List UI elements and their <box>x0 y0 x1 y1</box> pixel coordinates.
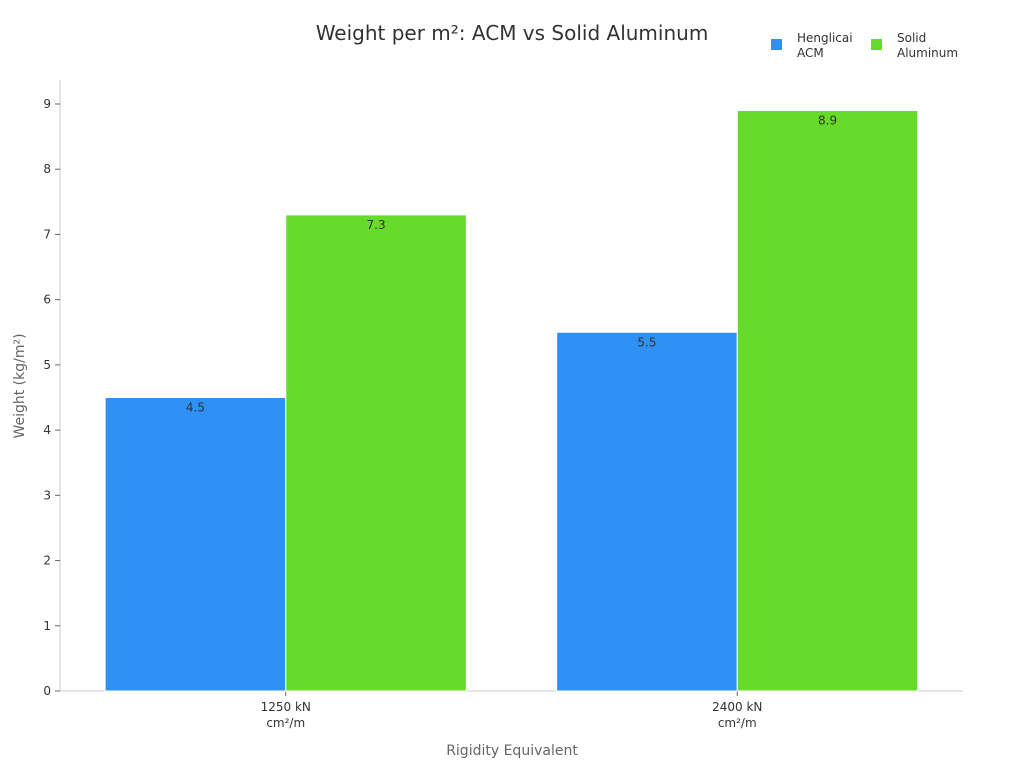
data-label: 7.3 <box>367 218 386 232</box>
x-axis-title: Rigidity Equivalent <box>446 743 578 759</box>
legend-label: Solid Aluminum <box>897 31 958 60</box>
bar <box>285 214 467 692</box>
y-tick-label: 3 <box>43 488 51 502</box>
legend: Henglicai ACM Solid Aluminum <box>771 31 958 60</box>
bar <box>104 397 287 692</box>
y-tick-label: 0 <box>43 684 51 698</box>
x-axis: 1250 kN cm²/m 2400 kN cm²/m <box>60 690 963 730</box>
y-tick-label: 7 <box>43 227 51 241</box>
y-tick-label: 8 <box>43 162 51 176</box>
chart-title: Weight per m²: ACM vs Solid Aluminum <box>316 21 709 45</box>
legend-label: Henglicai ACM <box>797 31 853 60</box>
bar <box>736 110 919 692</box>
bar <box>556 331 738 692</box>
bars <box>104 110 919 692</box>
y-tick-label: 2 <box>43 554 51 568</box>
y-tick-label: 1 <box>43 619 51 633</box>
data-labels: 4.5 7.3 5.5 8.9 <box>186 114 837 415</box>
y-axis-title: Weight (kg/m²) <box>12 333 28 438</box>
y-tick-label: 6 <box>43 293 51 307</box>
x-tick-label: 1250 kN cm²/m <box>261 700 311 730</box>
y-tick-label: 9 <box>43 97 51 111</box>
legend-swatch <box>871 39 882 50</box>
data-label: 5.5 <box>637 335 656 349</box>
legend-item: Solid Aluminum <box>871 31 958 60</box>
y-axis: 0 1 2 3 4 5 6 7 8 9 <box>43 80 61 698</box>
y-tick-label: 4 <box>43 423 51 437</box>
data-label: 4.5 <box>186 401 205 415</box>
data-label: 8.9 <box>818 114 837 128</box>
x-tick-label: 2400 kN cm²/m <box>712 700 762 730</box>
legend-item: Henglicai ACM <box>771 31 853 60</box>
y-tick-label: 5 <box>43 358 51 372</box>
legend-swatch <box>771 39 782 50</box>
